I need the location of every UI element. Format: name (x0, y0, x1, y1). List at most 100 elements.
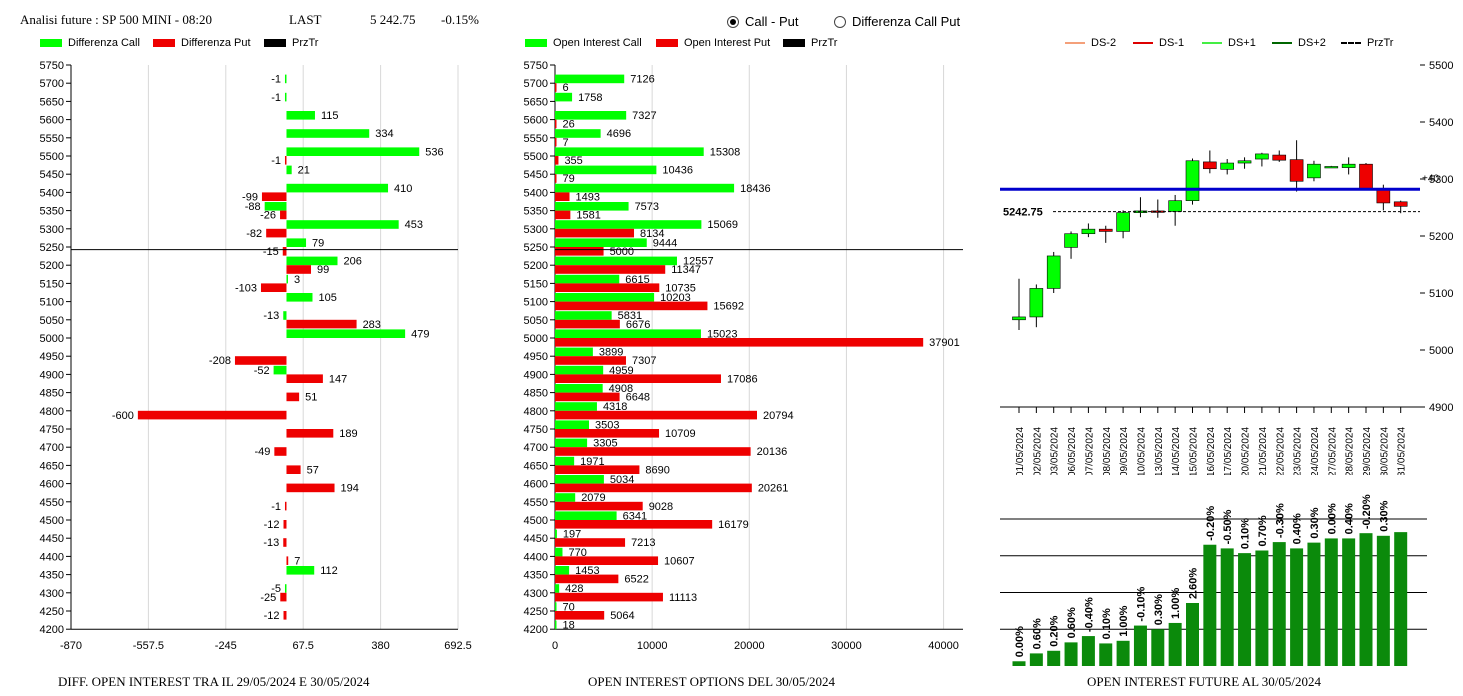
put-bar (555, 556, 659, 565)
x-tick-label: 07/05/2024 (1084, 427, 1095, 475)
legend-line (1272, 42, 1292, 44)
data-label: 9444 (653, 237, 677, 249)
y-tick-label: 5100 (524, 297, 548, 309)
candle-body (1359, 163, 1373, 189)
put-bar (555, 538, 626, 547)
y-tick-label: 4700 (524, 442, 548, 454)
put-bar (286, 556, 289, 565)
data-label: 2079 (581, 492, 605, 504)
call-bar (555, 384, 603, 393)
data-label: 12557 (683, 256, 714, 268)
call-bar (555, 511, 617, 520)
oi-bar (1099, 643, 1113, 666)
legend-swatch (40, 39, 62, 47)
put-bar (555, 483, 752, 493)
put-bar (286, 319, 357, 329)
put-bar (266, 228, 287, 238)
put-bar (555, 210, 571, 220)
data-label: -88 (245, 201, 261, 213)
data-label: -5 (271, 583, 281, 595)
y-tick-label: 4550 (40, 497, 64, 509)
data-label: -0.10% (1135, 587, 1147, 622)
data-label: 6648 (626, 392, 650, 404)
data-label: -52 (254, 365, 270, 377)
call-bar (264, 202, 287, 211)
y-tick-label: 5050 (40, 315, 64, 327)
put-bar (555, 611, 605, 620)
oi-bar (1133, 625, 1147, 666)
oi-bar (1255, 550, 1269, 666)
data-label: 10607 (664, 555, 695, 567)
oi-bar (1220, 548, 1234, 666)
candle-body (1029, 288, 1044, 318)
y-tick-label: 5700 (524, 78, 548, 90)
oi-bar (1272, 542, 1286, 666)
data-label: 51 (305, 392, 317, 404)
y-tick-label: 5000 (40, 333, 64, 345)
data-label: 20261 (758, 483, 789, 495)
put-bar (286, 374, 323, 383)
candle-body (1341, 163, 1356, 168)
data-label: 79 (563, 173, 575, 185)
call-bar (284, 92, 287, 102)
candle-body (1185, 160, 1200, 201)
put-bar (283, 520, 287, 529)
call-bar (555, 529, 557, 539)
oi-bar (1359, 533, 1373, 666)
chart-title: Analisi future : SP 500 MINI - 08:20 (20, 12, 212, 27)
y-tick-label: 5000 (524, 333, 548, 345)
legend-swatch (656, 39, 678, 47)
data-label: 7327 (632, 110, 656, 122)
data-label: 105 (318, 292, 336, 304)
call-bar (555, 620, 557, 630)
oi-bar (1307, 542, 1321, 666)
data-label: 10709 (665, 428, 696, 440)
x-tick-label: 380 (371, 640, 389, 652)
data-label: 428 (565, 583, 583, 595)
data-label: 5064 (610, 610, 634, 622)
data-label: 5831 (618, 310, 642, 322)
last-label: LAST (289, 12, 322, 27)
data-label: 70 (563, 601, 575, 613)
data-label: 6341 (623, 510, 647, 522)
data-label: 0.60% (1031, 618, 1043, 649)
x-tick-label: 24/05/2024 (1310, 427, 1321, 475)
call-bar (555, 238, 647, 247)
data-label: 15023 (707, 328, 738, 340)
y-tick-label: 5600 (524, 115, 548, 127)
y-tick-label: 4200 (40, 624, 64, 636)
y-tick-label: 4650 (40, 460, 64, 472)
data-label: 10735 (665, 282, 696, 294)
data-label: 18 (563, 620, 575, 632)
data-label: -82 (246, 228, 262, 240)
data-label: 2.60% (1188, 568, 1200, 599)
data-label: -25 (260, 592, 276, 604)
put-bar (282, 247, 287, 256)
last-value: 5 242.75 (370, 12, 416, 27)
candle-body (1064, 233, 1078, 248)
legend-label: DS-2 (1091, 37, 1117, 49)
y-tick-label: 5500 (524, 151, 548, 163)
radio-call-put[interactable]: Call - Put (727, 14, 798, 29)
legend-item-prztr: PrzTr (264, 37, 318, 49)
candle-body (1116, 212, 1130, 232)
radio-diff-call-put[interactable]: Differenza Call Put (834, 14, 960, 29)
data-label: 11113 (669, 592, 697, 604)
data-label: 197 (563, 529, 581, 541)
y-tick-label: 5550 (40, 133, 64, 145)
oi-bar (1081, 636, 1095, 666)
data-label: -0.20% (1205, 506, 1217, 541)
call-bar (555, 566, 570, 575)
oi-bar (1203, 544, 1217, 666)
call-bar (555, 220, 702, 229)
legend-label: PrzTr (811, 37, 838, 49)
legend-line (1341, 42, 1361, 44)
y-tick-label: 5450 (524, 169, 548, 181)
candle-body (1289, 159, 1304, 182)
data-label: 4318 (603, 401, 627, 413)
y-tick-label: 4250 (40, 606, 64, 618)
data-label: 20794 (763, 410, 794, 422)
y-tick-label: 5700 (40, 78, 64, 90)
y-tick-label: 5350 (524, 206, 548, 218)
data-label: 6522 (624, 574, 648, 586)
